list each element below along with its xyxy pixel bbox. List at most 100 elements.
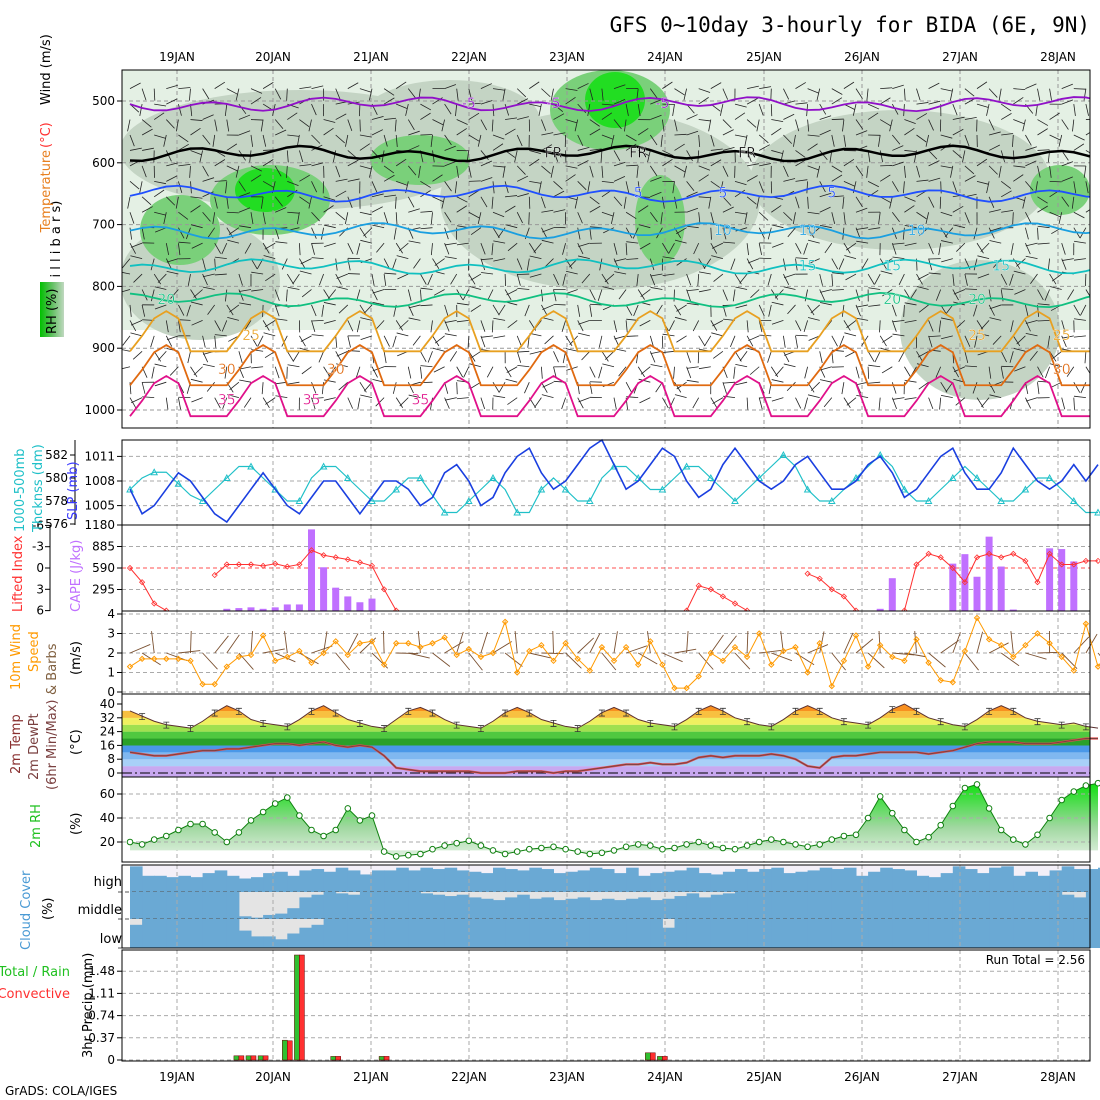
rh-point — [1046, 814, 1053, 822]
wind-barb — [892, 84, 904, 90]
wind-barb — [202, 273, 208, 286]
tick-label: 590 — [92, 561, 115, 575]
wind-barb — [842, 196, 845, 209]
convective-label: Convective — [0, 987, 70, 1002]
wind-barb — [722, 289, 728, 301]
wind-barb — [1012, 134, 1014, 147]
contour-label: 30 — [327, 362, 345, 378]
wind-speed-point — [683, 684, 690, 692]
lifted-index-point — [925, 550, 932, 557]
wind-barb — [1051, 273, 1062, 282]
wind-barb — [1000, 273, 1008, 285]
rh-point — [453, 839, 461, 847]
wind-barb — [1085, 209, 1090, 213]
wind-speed-point — [392, 640, 400, 647]
wind-barb — [977, 332, 990, 337]
wind-barb — [122, 289, 131, 293]
temp-minmax-bar — [1010, 707, 1017, 715]
wind-barb — [953, 224, 965, 229]
lifted-index-point — [381, 586, 388, 593]
wind-barb — [308, 119, 312, 132]
cloud-unit-label: (%) — [41, 898, 56, 921]
wind-barb — [347, 196, 353, 209]
wind-barb — [395, 81, 407, 89]
wind-barb — [262, 397, 270, 409]
wind-barb — [676, 258, 687, 266]
date-label-bottom: 21JAN — [353, 1070, 389, 1084]
wind-barb — [408, 652, 430, 659]
wind-barb — [918, 381, 929, 390]
cloud-bar-high — [432, 869, 446, 892]
wind-barb — [1009, 351, 1014, 363]
wind-barb — [841, 382, 845, 395]
wind-barb — [363, 304, 373, 314]
wind-barb — [296, 134, 300, 147]
wind-barb — [879, 174, 891, 182]
wind-speed-point — [622, 643, 630, 651]
wind-barb — [238, 192, 251, 198]
wind-barb — [1025, 304, 1029, 317]
cape-bar — [1070, 561, 1078, 611]
footer-credit: GrADS: COLA/IGES — [5, 1084, 117, 1098]
wind-barb — [212, 134, 216, 147]
wind-barb — [363, 227, 373, 237]
wind-barb — [129, 82, 141, 89]
wind-barb — [940, 381, 948, 393]
wind-barb — [771, 397, 784, 402]
wind-barb — [166, 84, 178, 90]
wind-barb — [432, 196, 444, 203]
temperature-band — [122, 724, 1090, 732]
wind-barb — [335, 273, 342, 285]
cloud-bar-middle — [614, 900, 627, 919]
wind-barb — [514, 150, 518, 163]
wind-barb — [433, 289, 445, 296]
wind-barb — [129, 320, 137, 332]
wind-barb — [541, 119, 547, 131]
cloud-bar-high — [263, 873, 276, 892]
wind-barb — [371, 129, 383, 136]
lifted-index-point — [986, 550, 993, 557]
wind-barb — [925, 212, 929, 225]
rh-point — [163, 832, 170, 840]
wind-barb — [803, 320, 808, 332]
rh-point — [913, 838, 920, 846]
wind-barb — [226, 165, 238, 172]
temperature-contour-25 — [129, 310, 1090, 353]
lifted-index-point — [707, 586, 714, 593]
wind-barb — [843, 320, 851, 331]
wind-barb — [605, 350, 615, 360]
cloud-bar-high — [892, 869, 905, 892]
wind-barb — [940, 88, 953, 92]
temp-minmax-bar — [1058, 721, 1065, 729]
wind-barb — [855, 130, 868, 136]
lifted-index-point — [731, 600, 739, 607]
temp-minmax-bar — [889, 706, 896, 714]
wind-barb — [626, 335, 639, 337]
wind-barb — [692, 320, 700, 332]
wind-barb — [332, 150, 337, 163]
wind-barb — [856, 381, 869, 386]
rh-point — [405, 851, 412, 859]
wind-barb — [940, 211, 953, 217]
cape-bar — [1058, 549, 1066, 611]
wind-barb — [734, 134, 747, 138]
wind-barb — [980, 242, 990, 253]
wind-barb — [239, 225, 252, 229]
wind-barb — [166, 335, 179, 341]
temp-minmax-bar — [840, 718, 847, 726]
wind-barb — [130, 255, 143, 259]
wind-barb — [178, 241, 191, 244]
wind-barb — [456, 165, 459, 178]
wind-barb — [1085, 150, 1090, 154]
cloud-bar-low — [614, 919, 627, 948]
cloud-bar-low — [626, 919, 639, 948]
lifted-index-point — [1022, 557, 1029, 564]
wind-barb — [165, 150, 172, 162]
wind-barb — [807, 227, 815, 239]
cloud-bar-low — [1085, 919, 1099, 948]
date-label-bottom: 24JAN — [647, 1070, 683, 1084]
wind-barb — [964, 652, 979, 671]
wind-barb — [227, 239, 240, 244]
